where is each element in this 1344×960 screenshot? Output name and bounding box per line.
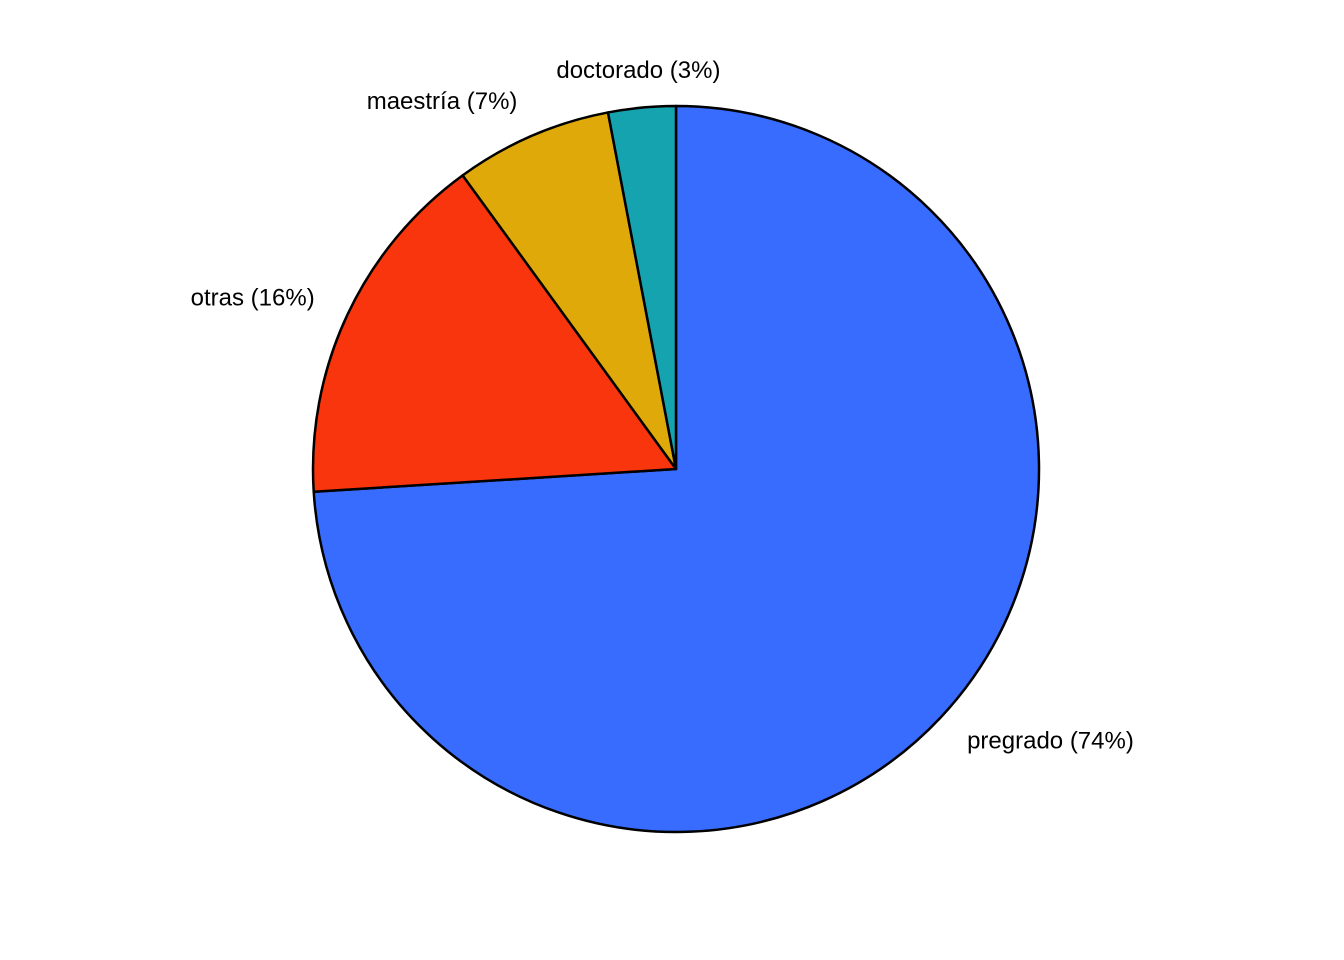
pie-slice-1 (311, 174, 678, 494)
pie-slice-label-1: otras (16%) (191, 284, 315, 311)
pie-slice-label-3: doctorado (3%) (556, 57, 720, 84)
pie-slice-label-0: pregrado (74%) (967, 728, 1134, 755)
pie-slice-2 (461, 111, 678, 471)
pie-slice-label-2: maestría (7%) (367, 88, 518, 115)
pie-slice-3 (606, 104, 678, 471)
labels-layer: pregrado (74%) otras (16%) maestría (7%) do… (191, 57, 1134, 755)
slices-layer (311, 104, 1041, 834)
